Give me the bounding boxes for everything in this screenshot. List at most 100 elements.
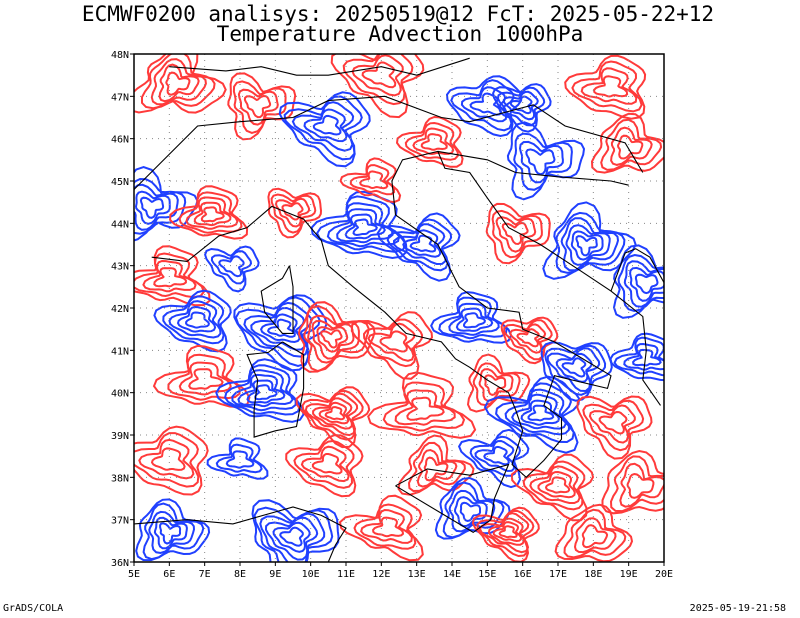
cold-advection-contour <box>632 348 662 367</box>
warm-advection-contour <box>297 301 376 373</box>
cold-advection-contour <box>459 501 481 523</box>
cold-advection-contour <box>555 211 626 274</box>
lat-tick-label: 45N <box>111 177 129 188</box>
warm-advection-contour <box>167 353 241 401</box>
warm-advection-contour <box>320 329 343 349</box>
cold-advection-contour <box>259 512 326 562</box>
warm-advection-contour <box>478 512 530 554</box>
cold-advection-contour <box>629 266 664 302</box>
cold-advection-contour <box>474 439 516 473</box>
cold-advection-contour <box>445 75 523 138</box>
cold-advection-contour <box>168 300 222 339</box>
coastlines <box>134 57 664 562</box>
cold-advection-contour <box>134 166 199 242</box>
coastline <box>134 95 644 190</box>
warm-advection-contour <box>312 397 353 430</box>
cold-advection-contour <box>565 224 611 266</box>
warm-advection-contour <box>330 54 425 119</box>
cold-advection-contour <box>266 318 296 338</box>
cold-advection-contour <box>509 95 533 115</box>
warm-advection-contour <box>472 362 521 407</box>
warm-advection-contour <box>295 386 371 449</box>
lat-axis: 36N 37N 38N 39N 40N 41N 42N 43N 44N 45N 46N 47N 48N <box>111 50 134 569</box>
warm-advection-contour <box>416 448 458 488</box>
cold-advection-contour <box>511 393 567 430</box>
cold-advection-contour <box>210 250 253 285</box>
warm-advection-contour <box>509 323 547 354</box>
warm-advection-contour <box>362 318 424 368</box>
warm-advection-contour <box>420 133 448 151</box>
cold-advection-contour <box>450 79 515 132</box>
cold-advection-contour <box>483 445 510 466</box>
warm-advection-contour <box>492 521 522 543</box>
coastline <box>437 150 629 186</box>
warm-advection-contour <box>600 118 663 171</box>
lat-tick-label: 41N <box>111 346 129 357</box>
warm-advection-contour <box>571 60 643 113</box>
warm-advection-contour <box>412 127 455 156</box>
lon-tick-label: 15E <box>478 569 496 580</box>
warm-advection-contour <box>367 371 477 439</box>
warm-advection-contour <box>407 441 466 493</box>
cold-advection-contour <box>520 399 560 426</box>
cold-advection-contour <box>469 92 503 116</box>
lon-tick-label: 9E <box>269 569 281 580</box>
cold-advection-contour <box>352 218 378 237</box>
cold-advection-contour <box>134 177 187 235</box>
cold-advection-contour <box>434 476 511 540</box>
warm-advection-contour <box>134 425 209 496</box>
cold-advection-contour <box>518 140 564 184</box>
lat-tick-label: 39N <box>111 431 129 442</box>
graticule <box>134 54 664 562</box>
warm-advection-contour <box>237 88 279 126</box>
lat-tick-label: 36N <box>111 558 129 569</box>
cold-advection-contour <box>506 121 586 201</box>
lon-tick-label: 19E <box>620 569 638 580</box>
cold-advection-contour <box>283 95 363 161</box>
lon-tick-label: 11E <box>337 569 355 580</box>
cold-advection-contour <box>561 357 587 378</box>
cold-advection-contour <box>613 336 664 377</box>
lat-tick-label: 40N <box>111 389 129 400</box>
warm-advection-contour <box>501 221 529 246</box>
warm-advection-contour <box>471 506 540 562</box>
cold-advection-contour <box>386 218 453 272</box>
cold-advection-contour <box>393 223 447 266</box>
coastline <box>395 463 510 534</box>
cold-advection-contour <box>326 202 401 248</box>
cold-advection-contour <box>134 183 179 231</box>
cold-advection-contour <box>402 229 442 258</box>
warm-advection-contour <box>152 344 251 409</box>
lon-tick-label: 12E <box>372 569 390 580</box>
cold-advection-contour <box>148 510 196 555</box>
cold-advection-contour <box>234 296 321 368</box>
warm-advection-contour <box>573 517 617 554</box>
cold-advection-contour <box>153 516 188 550</box>
warm-advection-contour <box>316 326 349 353</box>
warm-advection-contour <box>563 508 627 559</box>
cold-advection-contour <box>139 196 165 219</box>
warm-advection-contour <box>339 157 402 204</box>
warm-advection-contour <box>394 389 456 426</box>
warm-advection-contour <box>150 447 186 471</box>
cold-advection-contour <box>204 245 260 293</box>
cold-advection-contour <box>251 499 340 562</box>
lat-tick-label: 43N <box>111 262 129 273</box>
lon-tick-label: 20E <box>655 569 673 580</box>
warm-advection-contour <box>142 259 197 293</box>
cold-advection-contour <box>250 306 306 351</box>
warm-advection-contour <box>178 361 232 396</box>
warm-advection-contour <box>367 322 416 362</box>
warm-advection-contour <box>324 406 346 421</box>
timestamp-label: 2025-05-19-21:58 <box>689 603 786 614</box>
warm-advection-contour <box>301 389 364 441</box>
warm-advection-contour <box>610 126 653 166</box>
warm-advection-contour <box>537 470 576 499</box>
cold-advection-contour <box>278 91 371 168</box>
lon-tick-label: 14E <box>443 569 461 580</box>
warm-advection-contour <box>351 54 404 97</box>
coastline <box>134 506 347 562</box>
lat-tick-label: 44N <box>111 219 129 230</box>
warm-advection-contour <box>522 460 586 511</box>
